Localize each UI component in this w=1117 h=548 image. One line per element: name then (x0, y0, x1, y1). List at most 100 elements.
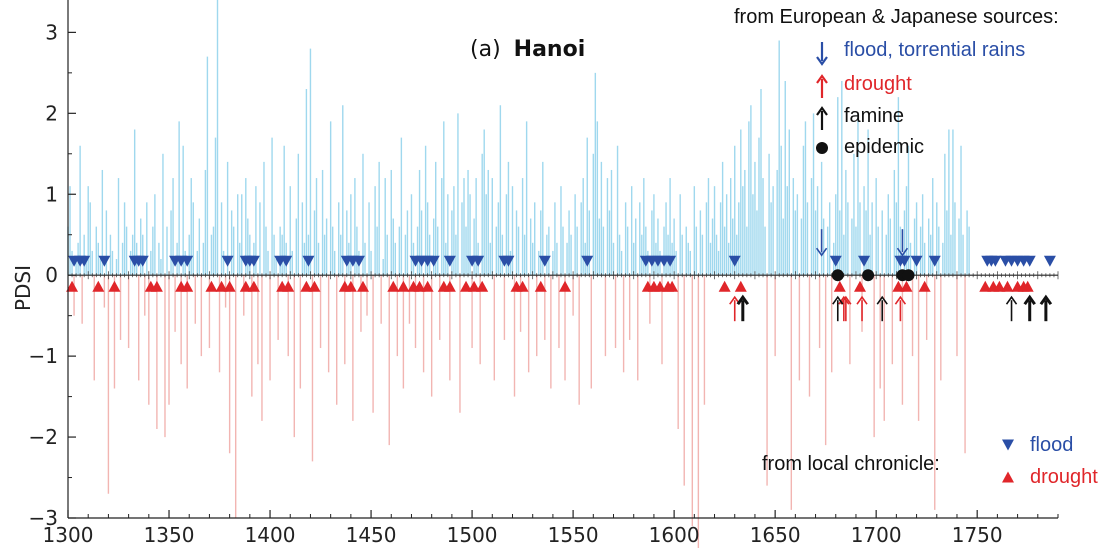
drought-local-marker (1021, 280, 1034, 292)
legend-sources-item-label: famine (844, 105, 904, 127)
legend-famine-arrow-icon (816, 106, 828, 130)
drought-source-arrow (856, 295, 868, 322)
flood-local-marker (280, 255, 293, 267)
flood-local-marker (247, 255, 260, 267)
x-tick-label: 1450 (346, 523, 397, 547)
drought-local-marker (92, 280, 105, 292)
epidemic-dot (862, 269, 875, 282)
drought-local-marker (468, 280, 481, 292)
drought-local-marker (223, 280, 236, 292)
legend-local-heading: from local chronicle: (762, 453, 940, 475)
famine-arrow (832, 295, 844, 322)
drought-source-arrow (840, 295, 852, 322)
drought-local-marker (66, 280, 79, 292)
legend-sources-item-label: flood, torrential rains (844, 39, 1025, 61)
famine-arrow (1039, 294, 1053, 322)
epidemic-dot (831, 269, 844, 282)
y-axis-label: PDSI (11, 265, 35, 311)
arrow-head (896, 247, 909, 257)
drought-local-marker (666, 280, 679, 292)
arrow-head (816, 56, 828, 66)
drought-local-marker (421, 280, 434, 292)
legend-epidemic-dot-icon (816, 142, 828, 154)
drought-local-marker (108, 280, 121, 292)
flood-local-marker (581, 255, 594, 267)
drought-local-marker (918, 280, 931, 292)
arrow-head (736, 294, 750, 306)
drought-local-marker (559, 280, 572, 292)
famine-arrow (1023, 294, 1036, 322)
flood-local-marker (443, 255, 456, 267)
drought-local-marker (300, 280, 313, 292)
arrow-head (1023, 294, 1036, 306)
flood-local-marker (898, 255, 911, 267)
legend-sources-item-label: epidemic (844, 136, 924, 158)
drought-local-marker (993, 280, 1006, 292)
drought-local-marker (534, 280, 547, 292)
x-tick-label: 1400 (245, 523, 296, 547)
event-markers (66, 229, 1056, 322)
y-tick-label: −3 (29, 506, 58, 530)
legend-local-item-label: drought (1030, 466, 1098, 488)
flood-local-marker (1043, 255, 1056, 267)
drought-local-marker (413, 280, 426, 292)
drought-local-marker (205, 280, 218, 292)
drought-local-marker (181, 280, 194, 292)
famine-arrow (876, 295, 888, 322)
panel-letter: (a) (470, 37, 501, 62)
chart-title: (a) Hanoi (470, 37, 585, 62)
epidemic-dot (902, 269, 915, 282)
drought-local-marker (734, 280, 747, 292)
drought-local-marker (476, 280, 489, 292)
famine-arrow (1005, 295, 1018, 322)
flood-local-marker (78, 255, 91, 267)
famine-arrow (736, 294, 750, 322)
legend-local: from local chronicle: flood drought (762, 434, 1098, 488)
arrow-head (840, 295, 852, 305)
drought-local-marker (718, 280, 731, 292)
flood-local-marker (302, 255, 315, 267)
x-tick-label: 1500 (447, 523, 498, 547)
drought-local-marker (979, 280, 992, 292)
arrow-head (816, 106, 828, 116)
y-tick-label: 3 (45, 20, 58, 44)
flood-local-marker (858, 255, 871, 267)
y-tick-label: −1 (29, 344, 58, 368)
y-tick-label: 0 (45, 263, 58, 287)
x-tick-label: 1750 (952, 523, 1003, 547)
arrow-head (894, 295, 907, 305)
zero-line (67, 271, 1059, 280)
flood-local-marker (829, 255, 842, 267)
drought-local-marker (308, 280, 321, 292)
legend-drought-triangle-icon (1002, 471, 1014, 483)
legend-sources-item-label: drought (844, 73, 912, 95)
flood-source-arrow (896, 229, 909, 257)
drought-local-marker (247, 280, 260, 292)
legend-drought-arrow-icon (816, 74, 828, 98)
drought-source-arrow (894, 295, 907, 322)
title-city: Hanoi (514, 37, 586, 62)
drought-local-marker (356, 280, 369, 292)
x-tick-label: 1550 (548, 523, 599, 547)
arrow-head (816, 74, 828, 84)
legend-local-item-label: flood (1030, 434, 1073, 456)
drought-local-marker (833, 280, 846, 292)
flood-local-marker (1023, 255, 1036, 267)
x-tick-label: 1650 (750, 523, 801, 547)
flood-local-marker (502, 255, 515, 267)
flood-local-marker (728, 255, 741, 267)
flood-source-arrow (815, 229, 828, 257)
x-tick-label: 1350 (144, 523, 195, 547)
y-tick-label: 1 (45, 182, 58, 206)
drought-local-marker (900, 280, 913, 292)
arrow-head (832, 295, 844, 305)
flood-local-marker (181, 255, 194, 267)
x-tick-label: 1700 (851, 523, 902, 547)
drought-local-marker (344, 280, 357, 292)
flood-local-marker (136, 255, 149, 267)
drought-local-marker (397, 280, 410, 292)
drought-local-marker (215, 280, 228, 292)
flood-local-marker (221, 255, 234, 267)
flood-local-marker (427, 255, 440, 267)
